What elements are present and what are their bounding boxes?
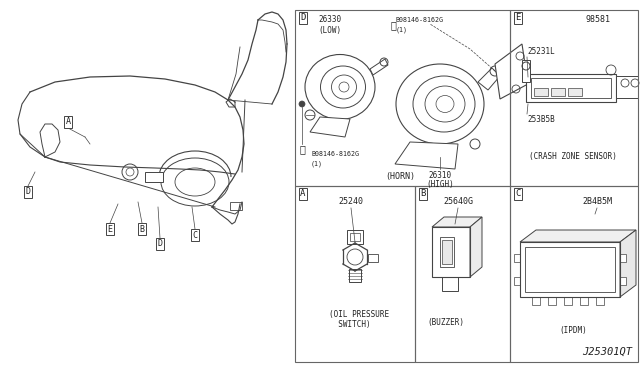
Bar xyxy=(440,237,454,267)
Text: (HORN): (HORN) xyxy=(385,171,415,180)
Ellipse shape xyxy=(161,158,229,206)
Text: A: A xyxy=(300,189,306,199)
Text: 253B5B: 253B5B xyxy=(527,115,555,125)
Text: J25301QT: J25301QT xyxy=(582,347,632,357)
Polygon shape xyxy=(478,68,500,90)
Text: (1): (1) xyxy=(311,161,323,167)
Text: 25240: 25240 xyxy=(339,198,364,206)
Bar xyxy=(295,186,415,362)
Ellipse shape xyxy=(396,64,484,144)
Bar xyxy=(534,88,548,96)
Text: C: C xyxy=(193,231,198,240)
Bar xyxy=(551,88,565,96)
Text: (OIL PRESSURE: (OIL PRESSURE xyxy=(329,310,389,318)
Text: 2B4B5M: 2B4B5M xyxy=(582,198,612,206)
Text: B: B xyxy=(420,189,426,199)
Bar xyxy=(580,297,588,305)
Text: B08146-8162G: B08146-8162G xyxy=(311,151,359,157)
Text: C: C xyxy=(515,189,521,199)
Polygon shape xyxy=(395,142,458,169)
Polygon shape xyxy=(520,230,636,242)
Bar xyxy=(532,297,540,305)
Text: (LOW): (LOW) xyxy=(319,26,342,35)
Bar xyxy=(568,88,582,96)
Bar xyxy=(616,76,638,98)
Bar xyxy=(295,10,510,186)
Bar xyxy=(514,254,520,262)
Bar xyxy=(415,186,510,362)
Text: 26310: 26310 xyxy=(428,170,452,180)
Bar xyxy=(520,242,620,297)
Bar xyxy=(510,10,638,186)
Ellipse shape xyxy=(321,66,365,108)
Text: B08146-8162G: B08146-8162G xyxy=(396,17,444,23)
Bar xyxy=(525,247,615,292)
Bar xyxy=(514,277,520,285)
Bar xyxy=(596,297,604,305)
Bar xyxy=(432,227,470,277)
Text: (HIGH): (HIGH) xyxy=(426,180,454,189)
Bar xyxy=(442,277,458,291)
Bar xyxy=(564,297,572,305)
Polygon shape xyxy=(495,44,528,99)
Circle shape xyxy=(299,101,305,107)
Polygon shape xyxy=(620,230,636,297)
Text: 25640G: 25640G xyxy=(443,198,473,206)
Polygon shape xyxy=(310,117,350,137)
Text: D: D xyxy=(26,187,31,196)
Polygon shape xyxy=(470,217,482,277)
Text: E: E xyxy=(515,13,521,22)
Bar xyxy=(350,233,360,241)
Text: 26330: 26330 xyxy=(319,16,342,25)
Polygon shape xyxy=(432,217,482,227)
Text: A: A xyxy=(65,118,70,126)
Bar xyxy=(349,269,361,282)
Text: B: B xyxy=(140,224,145,234)
Ellipse shape xyxy=(436,96,454,112)
Text: Ⓑ: Ⓑ xyxy=(390,20,396,30)
Text: (BUZZER): (BUZZER) xyxy=(428,317,465,327)
Bar xyxy=(531,78,611,98)
Text: 25231L: 25231L xyxy=(527,48,555,57)
Text: D: D xyxy=(157,240,163,248)
Bar xyxy=(620,254,626,262)
Bar xyxy=(442,240,452,264)
Ellipse shape xyxy=(175,168,215,196)
Bar xyxy=(145,172,163,182)
Bar xyxy=(510,186,638,362)
Polygon shape xyxy=(370,59,388,75)
Bar xyxy=(526,74,616,102)
Ellipse shape xyxy=(339,82,349,92)
Bar xyxy=(548,297,556,305)
Bar xyxy=(230,202,242,210)
Text: Ⓑ: Ⓑ xyxy=(299,144,305,154)
Ellipse shape xyxy=(413,76,475,132)
Text: E: E xyxy=(108,224,113,234)
Text: D: D xyxy=(300,13,306,22)
Text: SWITCH): SWITCH) xyxy=(329,320,371,328)
Text: (IPDM): (IPDM) xyxy=(559,326,587,334)
Text: (1): (1) xyxy=(396,27,408,33)
Ellipse shape xyxy=(332,75,356,99)
Bar xyxy=(368,254,378,262)
Bar xyxy=(522,60,530,82)
Ellipse shape xyxy=(305,55,375,119)
Text: (CRASH ZONE SENSOR): (CRASH ZONE SENSOR) xyxy=(529,153,617,161)
Ellipse shape xyxy=(425,86,465,122)
Bar xyxy=(620,277,626,285)
Bar xyxy=(347,230,363,244)
Text: 98581: 98581 xyxy=(586,16,611,25)
